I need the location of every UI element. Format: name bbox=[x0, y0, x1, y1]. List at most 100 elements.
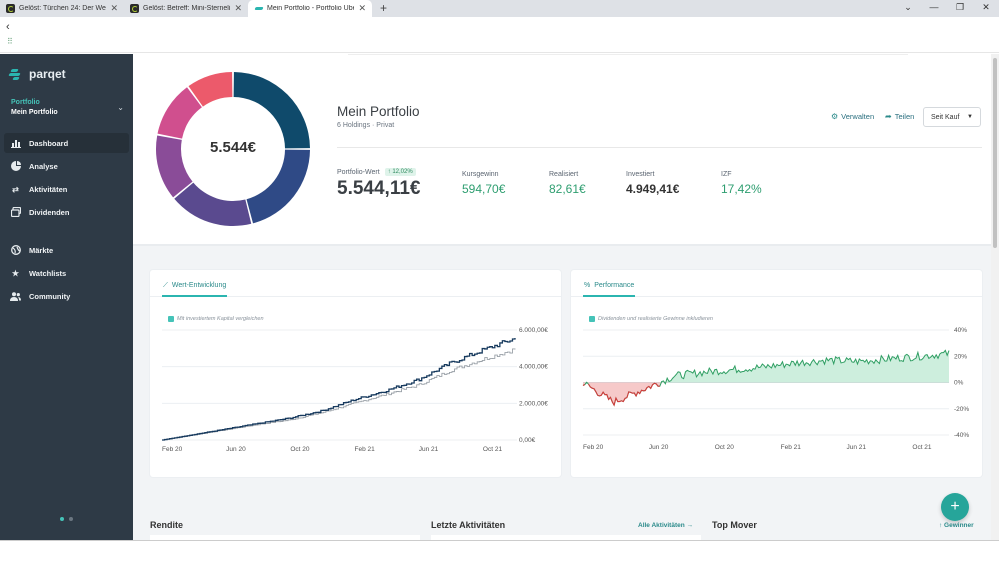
main-content: 5.544€ Mein Portfolio 6 Holdings · Priva… bbox=[133, 54, 991, 540]
all-activities-link[interactable]: Alle Aktivitäten → bbox=[638, 522, 694, 529]
close-icon[interactable]: ✕ bbox=[234, 3, 242, 13]
timeframe-value: Seit Kauf bbox=[931, 113, 960, 121]
donut-slice[interactable] bbox=[156, 135, 193, 198]
sidebar-item-analyse[interactable]: Analyse bbox=[4, 156, 129, 176]
performance-area-chart[interactable]: 40% 20% 0% -20% -40% Feb 20 Jun 20 Oct 20 Feb 21… bbox=[571, 270, 982, 477]
sidebar-item-community[interactable]: Community bbox=[4, 286, 129, 306]
checkbox-label: Mit investiertem Kapital vergleichen bbox=[177, 316, 264, 322]
portfolio-selector-label: Portfolio bbox=[11, 99, 40, 106]
value-line-chart[interactable]: 0,00€ 2.000,00€ 4.000,00€ 6.000,00€ Feb 20 Ju… bbox=[150, 270, 561, 477]
sidebar-item-dashboard[interactable]: Dashboard bbox=[4, 133, 129, 153]
parqet-logo-icon bbox=[8, 69, 24, 80]
compare-invested-checkbox[interactable]: Mit investiertem Kapital vergleichen bbox=[168, 316, 264, 322]
add-button[interactable]: + bbox=[941, 493, 969, 521]
top-mover-heading: Top Mover bbox=[712, 520, 757, 530]
realisiert-label: Realisiert bbox=[549, 171, 579, 178]
donut-slice[interactable] bbox=[188, 72, 233, 107]
include-dividends-checkbox[interactable]: Dividenden und realisierte Gewinne inklu… bbox=[589, 316, 713, 322]
chart-bar-icon bbox=[10, 138, 21, 148]
caret-down-icon: ▼ bbox=[967, 114, 973, 120]
carousel-dots[interactable] bbox=[60, 517, 73, 521]
browser-tab-2[interactable]: Gelöst: Betreff: Mini-Sterneliste ✕ bbox=[124, 0, 248, 17]
izf-value: 17,42% bbox=[721, 182, 762, 196]
donut-slice[interactable] bbox=[233, 72, 310, 149]
sidebar-item-label: Analyse bbox=[29, 161, 58, 171]
browser-tab-1[interactable]: Gelöst: Türchen 24: Der Weihnac ✕ bbox=[0, 0, 124, 17]
donut-slice[interactable] bbox=[246, 149, 310, 224]
value-development-card: ⟋ Wert-Entwicklung Mit investiertem Kapi… bbox=[150, 270, 561, 477]
donut-slice[interactable] bbox=[174, 182, 252, 226]
y-tick-label: 0,00€ bbox=[519, 437, 536, 444]
maximize-icon[interactable]: ❐ bbox=[955, 2, 965, 12]
star-icon: ★ bbox=[11, 268, 20, 278]
sidebar-item-maerkte[interactable]: Märkte bbox=[4, 240, 129, 260]
manage-label: Verwalten bbox=[841, 112, 875, 121]
tab-title: Gelöst: Türchen 24: Der Weihnac bbox=[19, 5, 107, 12]
performance-card: % Performance Dividenden und realisierte… bbox=[571, 270, 982, 477]
minimize-icon[interactable]: — bbox=[929, 2, 939, 12]
globe-icon bbox=[10, 245, 21, 255]
manage-button[interactable]: ⚙ Verwalten bbox=[831, 112, 874, 121]
x-tick-label: Feb 21 bbox=[781, 444, 802, 451]
kursgewinn-value: 594,70€ bbox=[462, 182, 506, 196]
investiert-label: Investiert bbox=[626, 171, 655, 178]
x-tick-label: Jun 20 bbox=[649, 444, 669, 451]
users-icon bbox=[10, 291, 21, 301]
x-tick-label: Jun 21 bbox=[419, 446, 439, 453]
community-favicon-icon bbox=[6, 4, 15, 13]
tab-title: Gelöst: Betreff: Mini-Sterneliste bbox=[143, 5, 231, 12]
apps-grid-icon[interactable]: ⠿ bbox=[7, 37, 13, 46]
close-icon[interactable]: ✕ bbox=[358, 3, 366, 13]
browser-tab-3[interactable]: Mein Portfolio - Portfolio Übersi ✕ bbox=[248, 0, 372, 17]
y-tick-label: 2.000,00€ bbox=[519, 400, 548, 407]
window-controls: ⌄ — ❐ ✕ bbox=[895, 0, 999, 14]
x-tick-label: Feb 20 bbox=[583, 444, 604, 451]
address-bar-area: ‹ ⠿ bbox=[0, 17, 999, 53]
window-close-icon[interactable]: ✕ bbox=[982, 2, 990, 12]
x-tick-label: Oct 21 bbox=[912, 444, 932, 451]
kursgewinn-label: Kursgewinn bbox=[462, 171, 499, 178]
timeframe-select[interactable]: Seit Kauf ▼ bbox=[923, 107, 981, 127]
tab-title: Mein Portfolio - Portfolio Übersi bbox=[267, 5, 355, 12]
community-favicon-icon bbox=[130, 4, 139, 13]
tab-value-development[interactable]: ⟋ Wert-Entwicklung bbox=[162, 276, 228, 297]
close-icon[interactable]: ✕ bbox=[110, 3, 118, 13]
sidebar-item-watchlists[interactable]: ★ Watchlists bbox=[4, 263, 129, 283]
tab-search-icon[interactable]: ⌄ bbox=[904, 2, 912, 12]
portfolio-value: 5.544,11€ bbox=[337, 178, 421, 199]
transfer-icon: ⇄ bbox=[12, 184, 19, 194]
x-tick-label: Feb 21 bbox=[355, 446, 376, 453]
positive-area bbox=[583, 350, 949, 383]
tab-performance[interactable]: % Performance bbox=[583, 276, 636, 297]
portfolio-selector-name: Mein Portfolio bbox=[11, 109, 58, 116]
sidebar: parqet Portfolio Mein Portfolio ⌄ Dashbo… bbox=[0, 54, 133, 540]
performance-line[interactable] bbox=[582, 349, 950, 407]
sidebar-item-label: Community bbox=[29, 291, 71, 301]
portfolio-donut-chart[interactable] bbox=[153, 69, 313, 229]
back-arrow-icon[interactable]: ‹ bbox=[6, 21, 10, 33]
realisiert-value: 82,61€ bbox=[549, 182, 586, 196]
donut-slice[interactable] bbox=[157, 87, 202, 139]
y-tick-label: -20% bbox=[954, 406, 969, 413]
x-tick-label: Oct 20 bbox=[290, 446, 310, 453]
portfolio-selector[interactable]: Portfolio Mein Portfolio ⌄ bbox=[11, 99, 126, 116]
series-line[interactable] bbox=[162, 348, 516, 441]
checkbox-icon bbox=[589, 316, 595, 322]
percent-icon: % bbox=[584, 282, 591, 289]
sidebar-item-dividenden[interactable]: Dividenden bbox=[4, 202, 129, 222]
share-button[interactable]: ➦ Teilen bbox=[885, 112, 914, 121]
sidebar-item-label: Watchlists bbox=[29, 268, 67, 278]
portfolio-value-label: Portfolio-Wert ↑ 12,02% bbox=[337, 168, 416, 176]
page-title: Mein Portfolio bbox=[337, 104, 420, 119]
sidebar-item-aktivitaeten[interactable]: ⇄ Aktivitäten bbox=[4, 179, 129, 199]
new-tab-button[interactable]: + bbox=[380, 1, 388, 15]
izf-label: IZF bbox=[721, 171, 732, 178]
winners-link[interactable]: ↑ Gewinner bbox=[939, 522, 974, 529]
x-tick-label: Jun 21 bbox=[847, 444, 867, 451]
scrollbar[interactable] bbox=[991, 54, 999, 540]
series-line[interactable] bbox=[162, 338, 516, 441]
y-tick-label: -40% bbox=[954, 432, 969, 439]
trend-icon: ⟋ bbox=[163, 281, 168, 289]
parqet-logo[interactable]: parqet bbox=[8, 67, 66, 81]
tab-label: Performance bbox=[594, 282, 635, 289]
